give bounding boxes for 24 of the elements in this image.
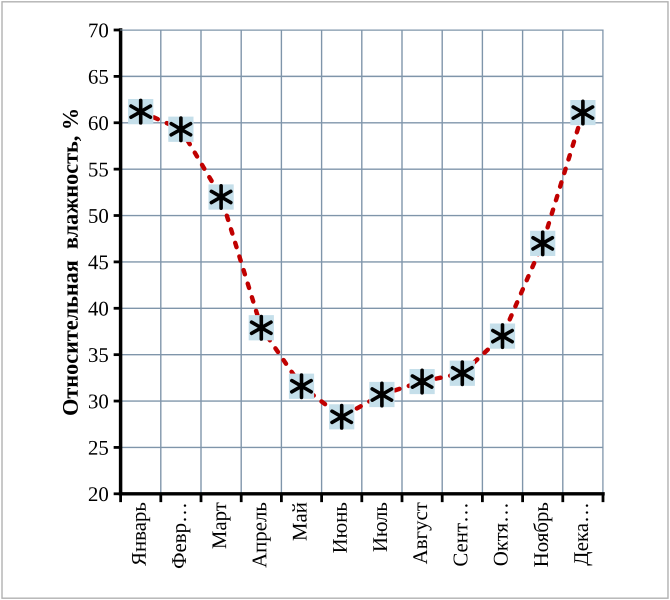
x-tick-label: Январь (132, 502, 150, 566)
y-tick-label: 40 (88, 302, 108, 316)
y-tick-label: 55 (89, 162, 108, 177)
y-tick-label: 45 (88, 255, 108, 270)
y-tick-label: 50 (89, 208, 108, 223)
y-tick-label: 65 (88, 70, 108, 84)
y-tick-label: 60 (88, 116, 108, 130)
y-tick-label: 70 (89, 23, 108, 38)
x-tick-label: Апрель (252, 502, 271, 568)
x-tick-label: Март (212, 502, 231, 549)
x-tick-label: Июнь (333, 502, 347, 553)
x-tick-label: Ноябрь (533, 502, 552, 567)
x-tick-label: Октя… (494, 504, 508, 566)
y-tick-label: 25 (88, 440, 108, 455)
x-tick-label: Сент… (454, 504, 468, 566)
y-tick-label: 20 (88, 487, 108, 502)
x-tick-label: Август (413, 502, 432, 564)
y-axis-title: Относительная влажность, % (62, 110, 82, 415)
x-tick-label: Июль (373, 502, 388, 552)
y-tick-label: 35 (88, 348, 108, 362)
x-tick-label: Дека… (574, 504, 592, 566)
y-tick-label: 30 (88, 394, 108, 408)
x-tick-label: Май (292, 502, 307, 540)
x-tick-label: Февр… (172, 504, 190, 568)
